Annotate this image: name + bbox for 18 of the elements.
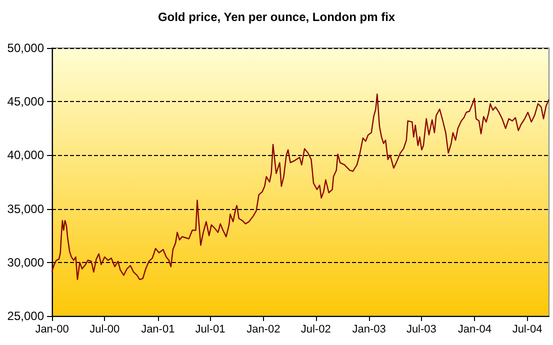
y-tick-label: 25,000 [7, 309, 44, 323]
x-tick-label: Jan-03 [352, 324, 386, 336]
y-tick-label: 35,000 [7, 202, 44, 216]
y-tick-label: 45,000 [7, 94, 44, 109]
x-tick-label: Jul-04 [512, 324, 542, 336]
x-tick-label: Jan-00 [35, 324, 69, 336]
y-tick-label: 50,000 [7, 41, 44, 55]
x-tick-label: Jan-02 [246, 324, 280, 336]
y-tick-label: 30,000 [7, 255, 44, 270]
x-tick-label: Jan-01 [141, 324, 175, 336]
x-tick-label: Jan-04 [458, 324, 492, 336]
line-series [51, 93, 550, 280]
x-tick-label: Jul-01 [195, 324, 226, 336]
x-tick-label: Jul-03 [406, 324, 436, 336]
x-tick-label: Jul-00 [90, 324, 120, 336]
chart-title: Gold price, Yen per ounce, London pm fix [158, 10, 396, 24]
x-tick-label: Jul-02 [300, 324, 331, 336]
y-tick-label: 40,000 [7, 148, 44, 162]
